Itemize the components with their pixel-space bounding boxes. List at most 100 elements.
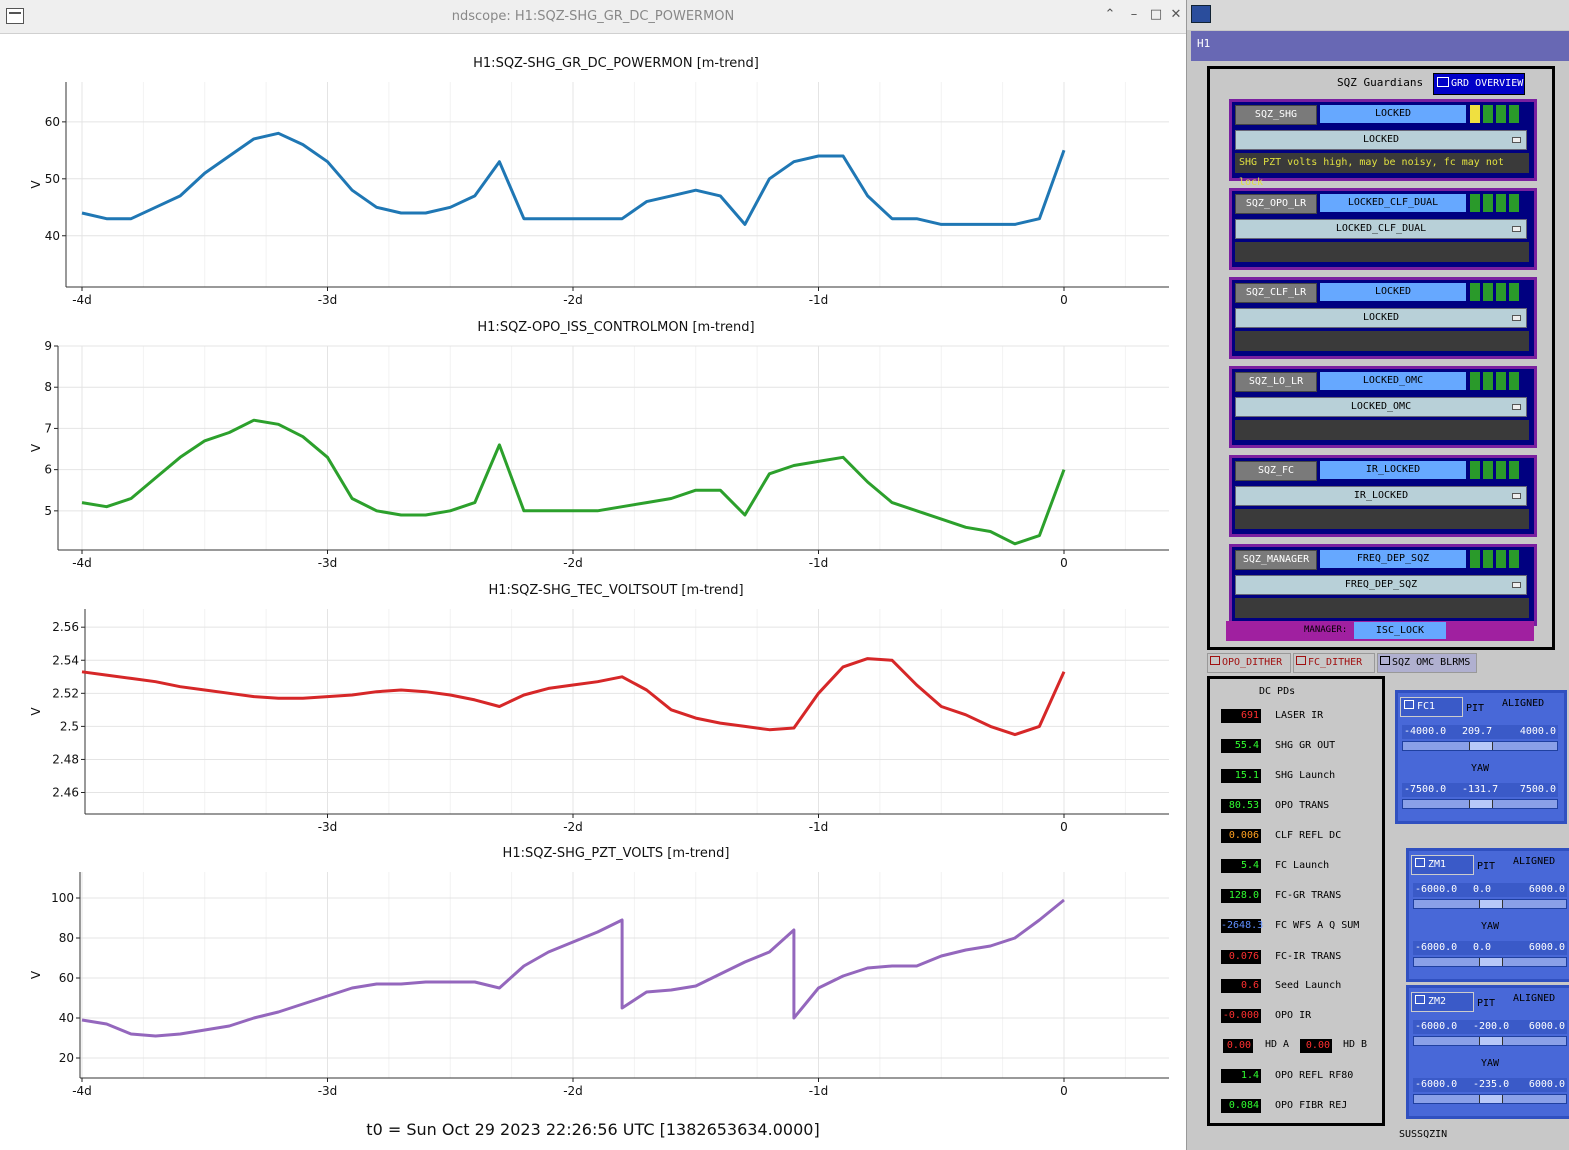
x-tick-label: 0: [1060, 820, 1068, 834]
hd-b-label: HD B: [1343, 1039, 1368, 1050]
window-icon: [1415, 858, 1425, 867]
pd-value: 15.1: [1221, 769, 1261, 783]
y-axis-label: V: [29, 443, 43, 452]
suspension-button[interactable]: FC1: [1400, 697, 1463, 717]
chart-3: H1:SQZ-SHG_TEC_VOLTSOUT [m-trend] 2.46 2.4…: [29, 583, 1169, 834]
pd-label: SHG Launch: [1275, 770, 1336, 781]
status-led: [1470, 550, 1480, 568]
suspension-button[interactable]: ZM2: [1411, 992, 1474, 1012]
pit-slider[interactable]: [1413, 1036, 1567, 1046]
pd-value: 691: [1221, 709, 1261, 723]
pit-max: 4000.0: [1519, 726, 1556, 737]
yaw-values: -6000.0 0.0 6000.0: [1413, 941, 1567, 955]
guardian-name-button[interactable]: SQZ_FC: [1235, 461, 1317, 481]
related-sqz-omc-blrms-button[interactable]: SQZ OMC BLRMS: [1377, 653, 1477, 673]
suspension-fc1: FC1 PIT ALIGNED -4000.0 209.7 4000.0 YAW -7500.…: [1395, 690, 1567, 824]
guardian-name-button[interactable]: SQZ_SHG: [1235, 105, 1317, 125]
guardian-request-select[interactable]: LOCKED_CLF_DUAL: [1235, 219, 1527, 239]
guardian-name-button[interactable]: SQZ_CLF_LR: [1235, 283, 1317, 303]
window-icon: [1437, 77, 1449, 87]
guardian-sqz-lo-lr: SQZ_LO_LR LOCKED_OMC LOCKED_OMC: [1229, 366, 1537, 448]
guardian-name-button[interactable]: SQZ_OPO_LR: [1235, 194, 1317, 214]
status-led: [1470, 372, 1480, 390]
suspension-button[interactable]: ZM1: [1411, 855, 1474, 875]
suspension-name: ZM1: [1428, 859, 1447, 870]
pd-value: 128.0: [1221, 889, 1261, 903]
pd-label: OPO TRANS: [1275, 800, 1330, 811]
yaw-slider[interactable]: [1413, 1094, 1567, 1104]
window-icon: [1210, 656, 1220, 665]
yaw-slider[interactable]: [1402, 799, 1558, 809]
shade-icon[interactable]: ⌃: [1104, 7, 1116, 22]
guardian-request-select[interactable]: LOCKED_OMC: [1235, 397, 1527, 417]
yaw-value: 0.0: [1473, 942, 1492, 953]
hd-b-value: 0.00: [1300, 1039, 1332, 1053]
status-led: [1483, 461, 1493, 479]
chart-2: H1:SQZ-OPO_ISS_CONTROLMON [m-trend] 5 6 7 8 9…: [29, 320, 1169, 570]
chart-title: H1:SQZ-SHG_TEC_VOLTSOUT [m-trend]: [488, 583, 743, 598]
guardian-state: LOCKED: [1320, 283, 1466, 301]
pd-value: 0.6: [1221, 979, 1261, 993]
yaw-values: -6000.0 -235.0 6000.0: [1413, 1078, 1567, 1092]
x-tick-label: -2d: [563, 820, 583, 834]
guardian-name-button[interactable]: SQZ_LO_LR: [1235, 372, 1317, 392]
x-tick-label: -3d: [318, 1084, 338, 1098]
y-tick-label: 5: [44, 504, 52, 518]
window-icon: [1380, 656, 1390, 665]
pd-label: CLF REFL DC: [1275, 830, 1342, 841]
window-menu-icon[interactable]: [6, 8, 24, 24]
guardian-sqz-opo-lr: SQZ_OPO_LR LOCKED_CLF_DUAL LOCKED_CLF_DUAL: [1229, 188, 1537, 270]
y-axis-label: V: [29, 180, 43, 189]
plot-area[interactable]: H1:SQZ-SHG_GR_DC_POWERMON [m-trend] 40 5 0 6…: [0, 33, 1186, 1120]
manager-bar: MANAGER: ISC_LOCK: [1226, 621, 1534, 641]
guardian-state: FREQ_DEP_SQZ: [1320, 550, 1466, 568]
guardian-request-select[interactable]: LOCKED: [1235, 308, 1527, 328]
related-opo-dither-button[interactable]: OPO_DITHER: [1207, 653, 1291, 673]
suspension-name: ZM2: [1428, 996, 1447, 1007]
y-tick-label: 2.5: [60, 719, 79, 733]
status-led: [1509, 194, 1519, 212]
guardian-request-select[interactable]: FREQ_DEP_SQZ: [1235, 575, 1527, 595]
x-tick-label: 0: [1060, 1084, 1068, 1098]
x-tick-label: -1d: [809, 820, 829, 834]
pit-slider[interactable]: [1402, 741, 1558, 751]
pd-value: 1.4: [1221, 1069, 1261, 1083]
pd-label: OPO FIBR REJ: [1275, 1100, 1348, 1111]
status-led: [1483, 372, 1493, 390]
y-tick-label: 2.56: [52, 620, 79, 634]
series-line: [81, 898, 1065, 1038]
pd-value: 5.4: [1221, 859, 1261, 873]
chart-title: H1:SQZ-SHG_PZT_VOLTS [m-trend]: [503, 846, 730, 861]
x-tick-label: -1d: [809, 293, 829, 307]
series-line: [81, 657, 1066, 737]
chart-title: H1:SQZ-SHG_GR_DC_POWERMON [m-trend]: [473, 56, 759, 71]
yaw-slider[interactable]: [1413, 957, 1567, 967]
maximize-icon[interactable]: □: [1149, 7, 1163, 22]
window-icon: [1415, 995, 1425, 1004]
hd-a-value: 0.00: [1223, 1039, 1253, 1053]
pit-slider[interactable]: [1413, 899, 1567, 909]
monitor-icon[interactable]: [1191, 5, 1211, 23]
status-led: [1483, 550, 1493, 568]
close-icon[interactable]: ✕: [1170, 7, 1182, 22]
yaw-values: -7500.0 -131.7 7500.0: [1402, 783, 1558, 797]
guardian-request-select[interactable]: IR_LOCKED: [1235, 486, 1527, 506]
pd-value: 80.53: [1221, 799, 1261, 813]
status-led: [1483, 194, 1493, 212]
suspension-zm2: ZM2 PIT ALIGNED -6000.0 -200.0 6000.0 YAW -6000…: [1406, 985, 1569, 1119]
grd-overview-button[interactable]: GRD OVERVIEW: [1433, 73, 1525, 95]
pd-label: OPO REFL RF80: [1275, 1070, 1354, 1081]
pit-value: 0.0: [1473, 884, 1492, 895]
guardian-state: LOCKED: [1320, 105, 1466, 123]
related-fc-dither-button[interactable]: FC_DITHER: [1293, 653, 1375, 673]
yaw-min: -6000.0: [1415, 1079, 1458, 1090]
guardian-name-button[interactable]: SQZ_MANAGER: [1235, 550, 1317, 570]
y-tick-label: 40: [45, 229, 60, 243]
y-tick-label: 20: [59, 1051, 74, 1065]
guardian-request-select[interactable]: LOCKED: [1235, 130, 1527, 150]
minimize-icon[interactable]: –: [1130, 7, 1138, 22]
dcpds-frame: [1207, 676, 1385, 1126]
y-tick-label: 60: [45, 115, 60, 129]
window-icon: [1404, 700, 1414, 709]
x-tick-label: 0: [1060, 293, 1068, 307]
